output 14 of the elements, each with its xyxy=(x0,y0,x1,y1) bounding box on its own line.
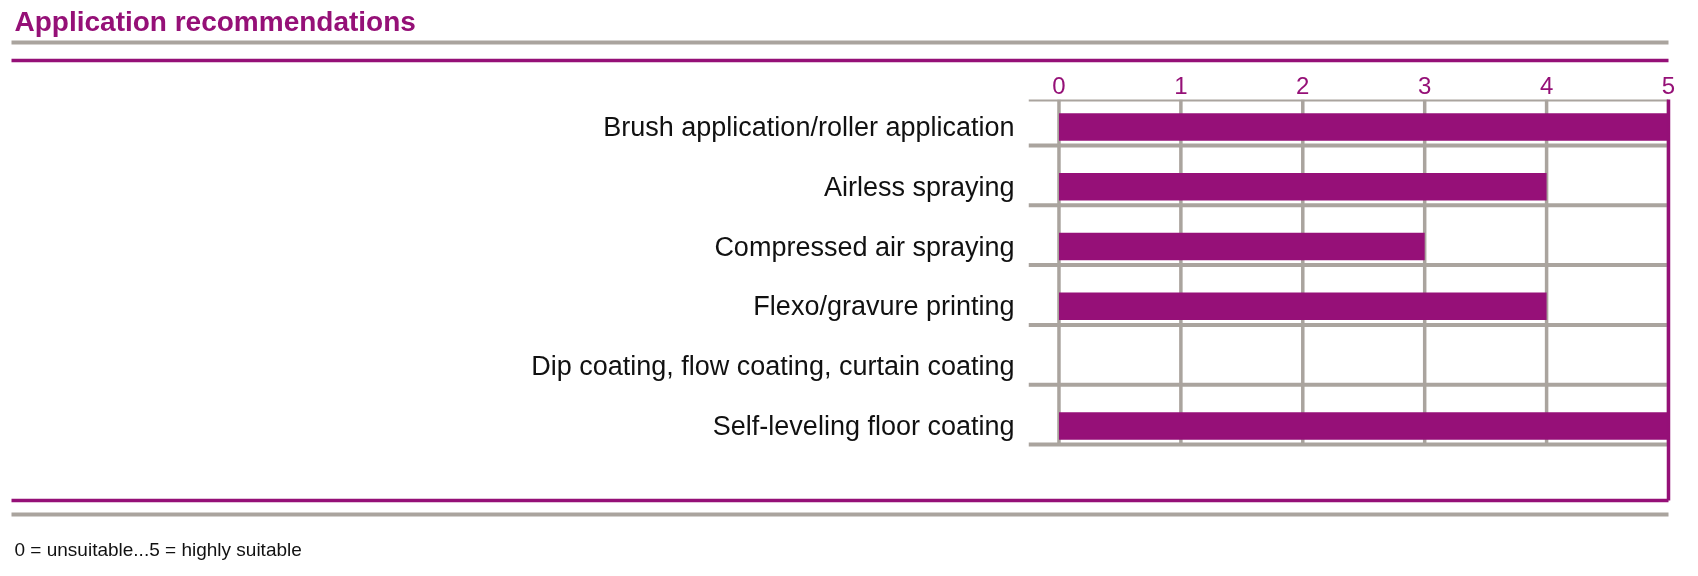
x-tick-label: 0 xyxy=(1052,71,1066,99)
text: Application recommendations xyxy=(14,6,416,37)
x-tick-label: 3 xyxy=(1418,71,1432,99)
y-tick-label: Brush application/roller application xyxy=(603,111,1015,142)
y-tick-label: Flexo/gravure printing xyxy=(753,291,1015,322)
x-tick-label: 4 xyxy=(1539,71,1554,99)
text: 0 = unsuitable...5 = highly suitable xyxy=(14,539,302,560)
y-tick-label: Dip coating, flow coating, curtain coating xyxy=(531,351,1015,382)
x-tick-label: 5 xyxy=(1661,71,1676,99)
y-tick-label: Self-leveling floor coating xyxy=(712,410,1015,441)
y-tick-label: Airless spraying xyxy=(823,171,1015,202)
y-tick-label: Compressed air spraying xyxy=(714,231,1015,262)
x-tick-label: 2 xyxy=(1296,71,1310,99)
x-tick-label: 1 xyxy=(1174,71,1188,99)
